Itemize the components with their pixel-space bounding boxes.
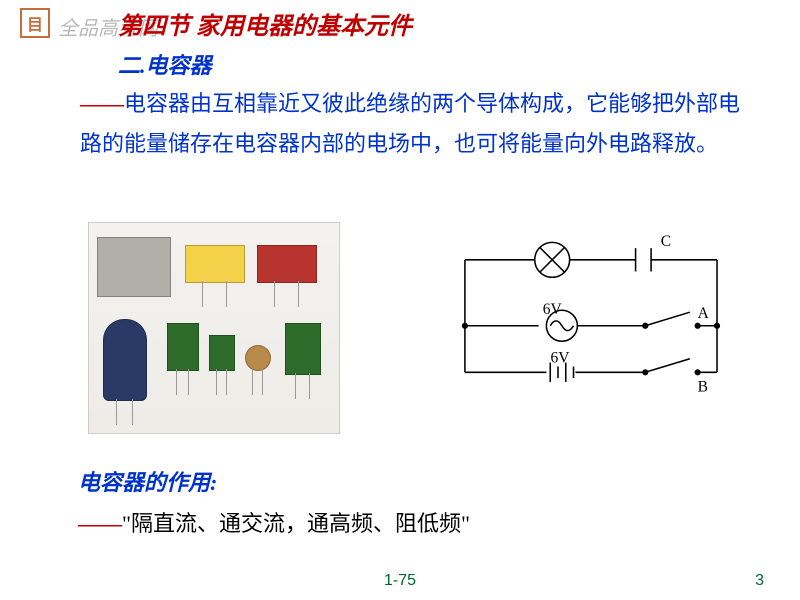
capacitors-photo xyxy=(88,222,340,434)
role-line: ——"隔直流、通交流，通高频、阻低频" xyxy=(78,506,470,538)
role-text: "隔直流、通交流，通高频、阻低频" xyxy=(122,511,470,536)
svg-text:A: A xyxy=(698,305,710,322)
green-cap-1 xyxy=(167,323,199,371)
footer-center: 1-75 xyxy=(0,572,800,590)
svg-text:B: B xyxy=(698,379,708,396)
section-heading: 二.电容器 xyxy=(118,48,212,80)
svg-text:6V: 6V xyxy=(550,350,570,367)
green-cap-2 xyxy=(209,335,235,371)
ceramic-disc xyxy=(245,345,271,371)
svg-text:6V: 6V xyxy=(543,301,563,318)
role-heading: 电容器的作用: xyxy=(78,465,217,497)
circuit-diagram: C 6V A 6V B xyxy=(430,218,750,418)
svg-text:C: C xyxy=(661,233,671,250)
electrolytic-cap xyxy=(103,319,147,401)
footer-page-number: 3 xyxy=(755,572,764,590)
definition-paragraph: ——电容器由互相靠近又彼此绝缘的两个导体构成，它能够把外部电路的能量储存在电容器… xyxy=(80,84,760,163)
definition-text: 电容器由互相靠近又彼此绝缘的两个导体构成，它能够把外部电路的能量储存在电容器内部… xyxy=(80,91,740,156)
watermark-logo-icon: 目 xyxy=(20,8,50,38)
film-cap-red xyxy=(257,245,317,283)
page-title: 第四节 家用电器的基本元件 xyxy=(118,6,412,41)
definition-dash: —— xyxy=(80,91,124,116)
slide: 目 全品高考网 第四节 家用电器的基本元件 二.电容器 ——电容器由互相靠近又彼… xyxy=(0,0,800,600)
role-dash: —— xyxy=(78,511,122,536)
film-cap-yellow xyxy=(185,245,245,283)
variable-cap xyxy=(97,237,171,297)
green-cap-3 xyxy=(285,323,321,375)
